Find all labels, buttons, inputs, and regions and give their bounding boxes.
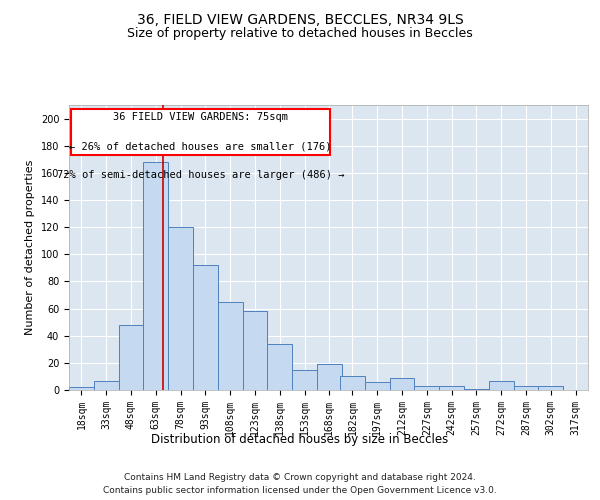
Y-axis label: Number of detached properties: Number of detached properties [25,160,35,335]
Bar [143,162,168,390]
Text: 36 FIELD VIEW GARDENS: 75sqm: 36 FIELD VIEW GARDENS: 75sqm [113,112,288,122]
Bar [268,344,292,390]
Text: 72% of semi-detached houses are larger (486) →: 72% of semi-detached houses are larger (… [56,170,344,180]
FancyBboxPatch shape [71,109,330,155]
Text: Contains HM Land Registry data © Crown copyright and database right 2024.: Contains HM Land Registry data © Crown c… [124,472,476,482]
Bar [218,302,242,390]
Bar [168,227,193,390]
Bar [242,312,268,390]
Bar [538,386,563,390]
Bar [119,325,143,390]
Text: Contains public sector information licensed under the Open Government Licence v3: Contains public sector information licen… [103,486,497,495]
Bar [193,265,218,390]
Bar [69,388,94,390]
Bar [389,378,415,390]
Bar [415,386,439,390]
Text: 36, FIELD VIEW GARDENS, BECCLES, NR34 9LS: 36, FIELD VIEW GARDENS, BECCLES, NR34 9L… [137,12,463,26]
Bar [489,380,514,390]
Bar [317,364,342,390]
Bar [365,382,389,390]
Bar [514,386,538,390]
Bar [439,386,464,390]
Bar [464,388,489,390]
Text: Distribution of detached houses by size in Beccles: Distribution of detached houses by size … [151,432,449,446]
Text: ← 26% of detached houses are smaller (176): ← 26% of detached houses are smaller (17… [69,142,332,152]
Text: Size of property relative to detached houses in Beccles: Size of property relative to detached ho… [127,28,473,40]
Bar [340,376,365,390]
Bar [292,370,317,390]
Bar [94,380,119,390]
